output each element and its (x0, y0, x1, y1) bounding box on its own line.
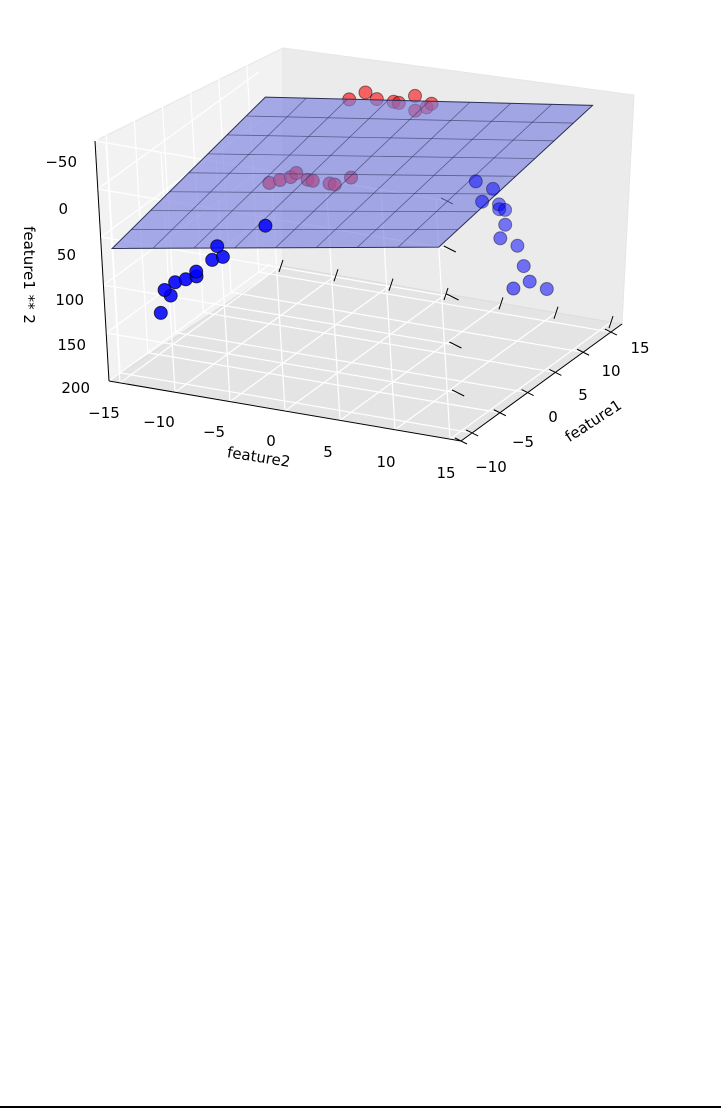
data-point-blue (153, 305, 168, 320)
y-tick (333, 269, 339, 282)
z-axis-label: feature1 ** 2 (20, 226, 38, 324)
x-tick-label: 0 (548, 408, 558, 426)
z-tick (443, 245, 457, 253)
x-tick-label: −10 (475, 458, 507, 476)
data-point-blue (258, 218, 273, 233)
plane-grid-line (207, 153, 535, 159)
axis-line-feature1 (460, 323, 623, 442)
data-point-blue (486, 181, 500, 196)
data-point-blue (189, 264, 204, 279)
separating-plane (110, 96, 594, 249)
bottom-border (0, 1106, 721, 1108)
plane-grid-line (227, 134, 555, 142)
data-point-blue (498, 202, 513, 217)
z-tick-label: 100 (55, 291, 84, 309)
data-point-blue (475, 194, 490, 209)
data-point-blue (157, 283, 172, 297)
plane-grid-line (246, 115, 574, 124)
y-tick (443, 287, 449, 301)
x-tick (493, 409, 507, 417)
x-tick (521, 389, 534, 397)
z-tick (446, 293, 459, 301)
tick-marks (278, 197, 618, 445)
plane-grid-line (397, 104, 552, 248)
y-tick-label: 15 (436, 464, 455, 482)
data-point-blue (468, 174, 483, 189)
data-point-blue (539, 282, 554, 296)
data-point-blue (215, 249, 230, 264)
axis-line-zaxis (94, 140, 110, 382)
y-tick (278, 259, 284, 273)
y-tick-label: −10 (143, 413, 175, 431)
x-tick (465, 429, 479, 437)
z-tick-label: 50 (57, 246, 76, 264)
y-tick-label: 10 (376, 453, 395, 471)
data-point-blue (498, 217, 513, 232)
data-point-blue (493, 231, 508, 246)
z-tick-label: 0 (58, 200, 68, 218)
z-tick-label: −50 (45, 153, 77, 171)
x-tick-label: 10 (601, 362, 620, 380)
plane-grid-line (356, 103, 512, 248)
y-tick-label: 5 (323, 443, 333, 461)
data-point-blue (492, 202, 507, 217)
data-point-blue (492, 197, 506, 212)
x-tick (604, 328, 618, 336)
x-tick-label: 15 (630, 339, 649, 357)
data-point-blue (506, 281, 521, 296)
y-tick-label: 0 (266, 432, 276, 450)
y-axis-label: feature2 (226, 443, 292, 471)
data-point-blue (516, 259, 531, 274)
x-tick-label: −5 (512, 433, 534, 451)
plane-grid-line (316, 101, 471, 248)
points-in-front-of-plane (153, 174, 554, 320)
data-point-blue (522, 274, 537, 289)
z-tick (454, 437, 468, 445)
x-tick (549, 368, 562, 376)
data-point-red (358, 85, 373, 100)
data-point-blue (510, 238, 525, 253)
y-tick-label: −15 (88, 404, 120, 422)
z-tick-label: 200 (61, 379, 90, 397)
x-tick-label: 5 (578, 386, 588, 404)
axis-line-feature2 (108, 380, 462, 442)
y-tick (608, 315, 614, 329)
y-tick-label: −5 (203, 423, 225, 441)
x-axis-label: feature1 (562, 396, 625, 446)
data-point-blue (210, 239, 225, 254)
x-tick (576, 348, 590, 356)
z-tick (451, 389, 465, 397)
y-tick (498, 297, 504, 310)
y-tick (553, 306, 559, 319)
z-tick (449, 341, 462, 349)
z-tick-label: 150 (57, 336, 86, 354)
plane-grid-line (275, 100, 430, 249)
y-tick (388, 278, 394, 291)
